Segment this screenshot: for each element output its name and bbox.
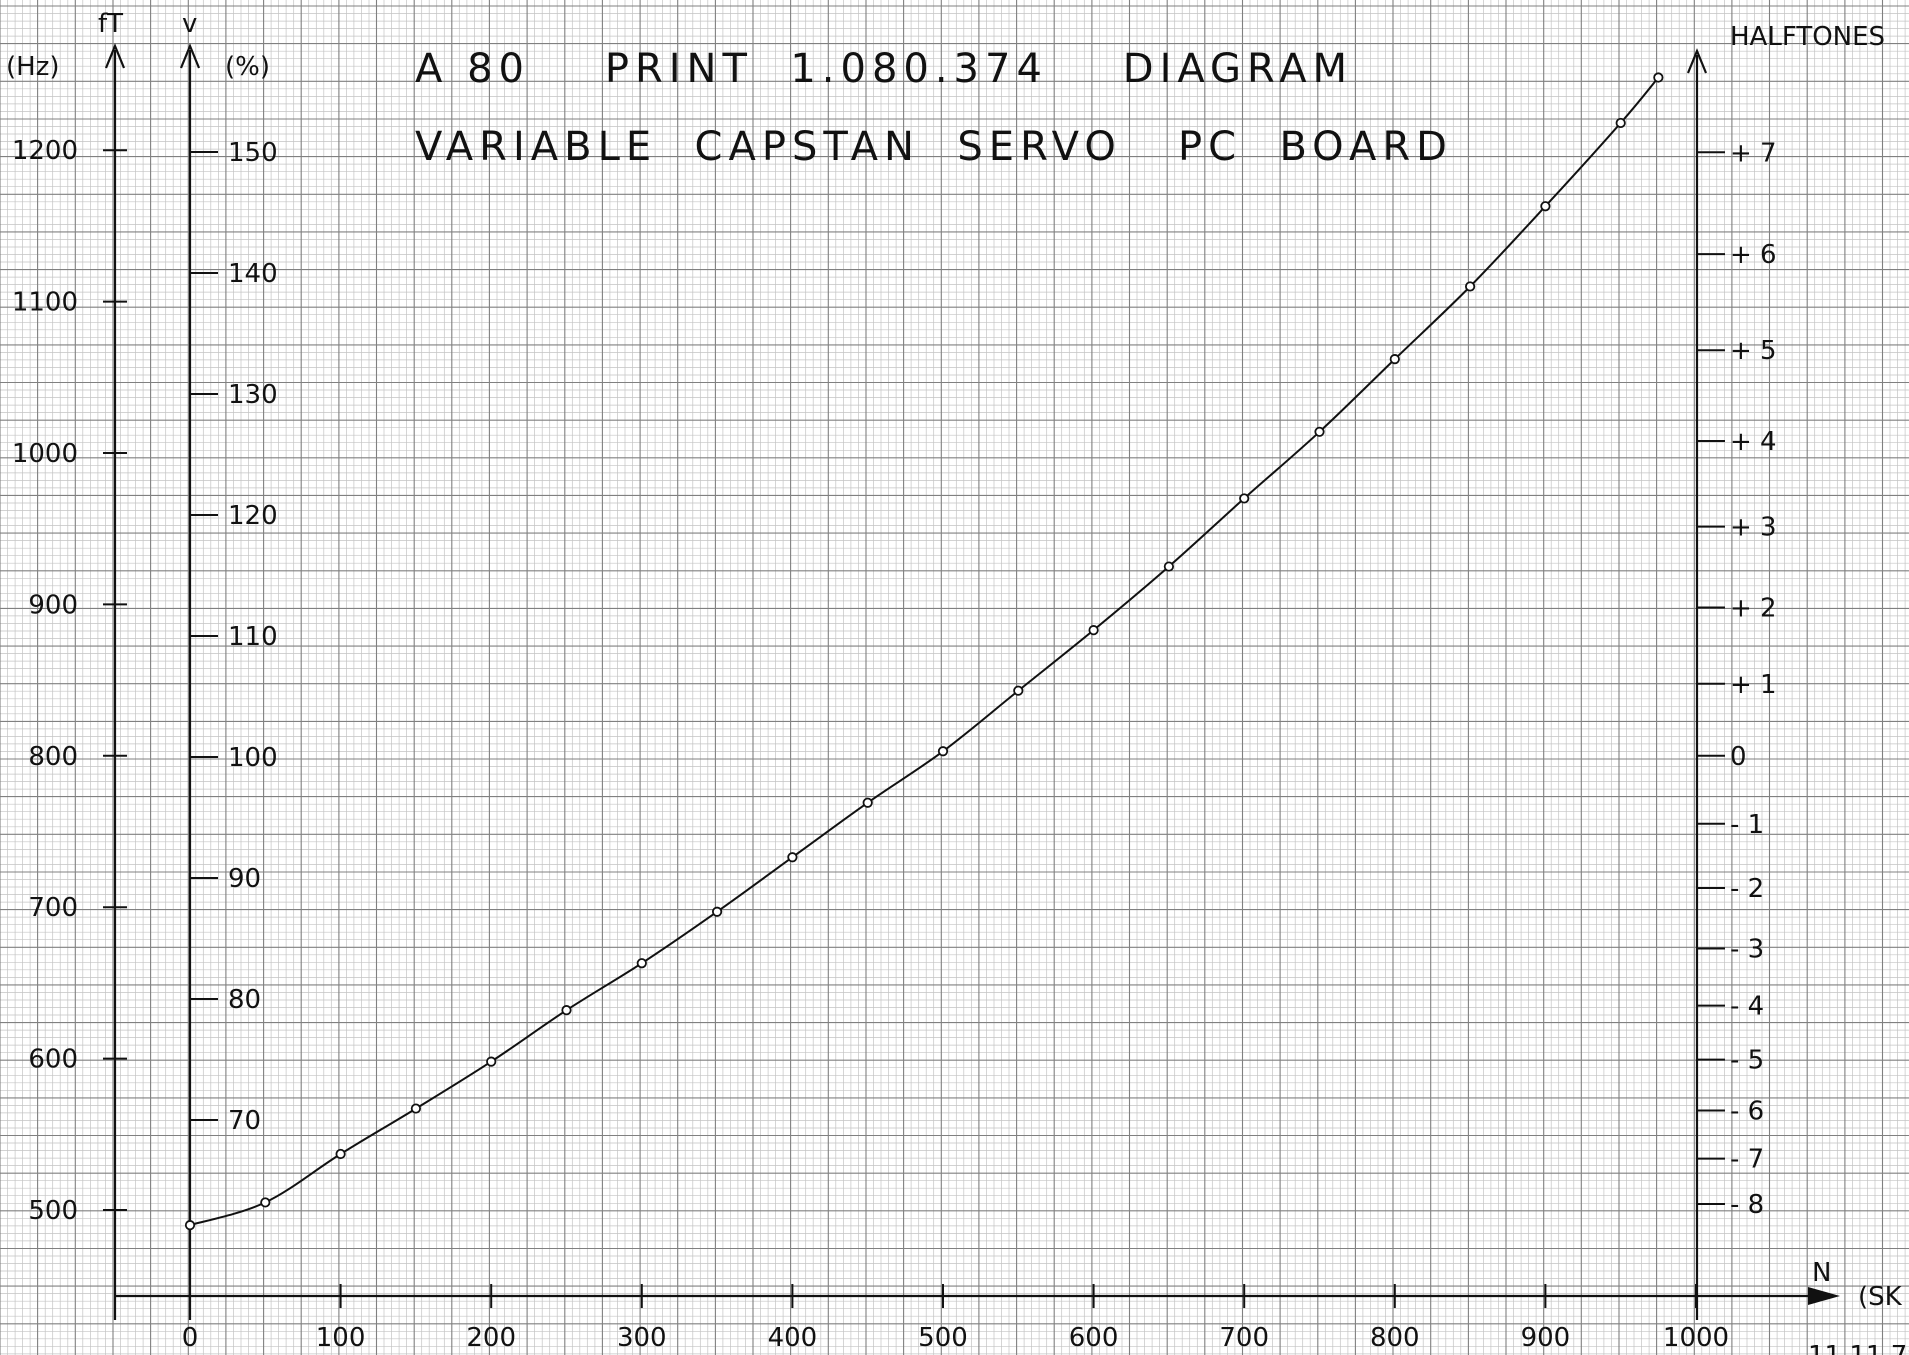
data-point [1615,117,1626,129]
x-tick-label: 500 [918,1323,968,1353]
x-tick-label: 200 [466,1323,516,1353]
freq-tick-label: 800 [28,742,78,772]
x-tick-label: 400 [768,1323,818,1353]
x-tick-label: 300 [617,1323,667,1353]
halftone-tick-label: + 6 [1730,240,1777,270]
data-point [1465,281,1476,292]
x-tick-label: 800 [1370,1323,1420,1353]
data-point [410,1103,421,1114]
x-axis-arrow [1808,1287,1840,1305]
freq-axis-arrow [104,43,126,69]
speed-axis-unit: (%) [225,52,270,82]
series-layer [184,72,1664,1231]
data-point [1163,561,1175,572]
halftone-tick-label: + 7 [1730,138,1777,168]
data-point [1653,72,1664,83]
series-line [189,76,1660,1227]
x-axis-unit: (SK [1858,1282,1903,1312]
x-tick-label: 0 [182,1323,199,1353]
x-tick-label: 700 [1219,1323,1269,1353]
halftone-tick-label: + 5 [1730,336,1777,366]
chart-title-line-1: A 80 PRINT 1.080.374 DIAGRAM [415,46,1353,92]
freq-axis-ticks: 500 600 700 800 900 1000 1100 1200 [12,136,127,1226]
freq-axis-unit: (Hz) [6,52,60,82]
freq-axis-symbol: fT [98,9,123,39]
data-point [1540,201,1551,212]
speed-tick-label: 100 [228,743,278,773]
halftone-tick-label: + 2 [1730,593,1777,623]
speed-axis-arrow [179,43,201,69]
chart-title-line-2: VARIABLE CAPSTAN SERVO PC BOARD [415,124,1453,170]
data-point [561,1005,572,1016]
halftone-tick-label: - 6 [1730,1097,1764,1127]
freq-tick-label: 1200 [12,136,78,166]
speed-axis-symbol: v [182,9,197,39]
data-point [184,1220,196,1231]
x-axis-symbol: N [1812,1258,1831,1288]
data-point [1389,354,1400,365]
speed-tick-label: 70 [228,1106,261,1136]
freq-tick-label: 600 [28,1045,78,1075]
data-point [1088,625,1099,636]
x-tick-label: 100 [316,1323,366,1353]
halftone-tick-label: + 1 [1730,670,1777,700]
freq-tick-label: 900 [28,590,78,620]
halftone-tick-label: 0 [1730,742,1747,772]
x-axis-ticks: 0 100 200 300 400 500 600 700 800 900 1000 [182,1284,1729,1353]
halftone-tick-label: - 1 [1730,810,1764,840]
date-stamp: 11.11.79 [1808,1341,1909,1355]
freq-tick-label: 1000 [12,439,78,469]
data-point [862,797,873,808]
axes [104,43,1840,1320]
data-point [711,906,723,917]
speed-tick-label: 120 [228,501,278,531]
speed-tick-label: 110 [228,622,278,652]
data-point [1314,426,1325,437]
x-tick-label: 900 [1521,1323,1571,1353]
data-point [636,958,647,969]
data-point [335,1148,346,1160]
halftone-tick-label: - 4 [1730,992,1764,1022]
data-point [1013,685,1024,696]
x-tick-label: 600 [1069,1323,1119,1353]
data-point [486,1056,497,1067]
speed-tick-label: 140 [228,259,278,289]
halftone-tick-label: + 4 [1730,427,1777,457]
speed-axis-ticks: 70 80 90 100 110 120 130 140 150 [190,138,278,1136]
halftone-tick-label: - 5 [1730,1046,1764,1076]
x-tick-label: 1000 [1663,1323,1729,1353]
data-point [260,1197,271,1208]
freq-tick-label: 500 [28,1196,78,1226]
halftone-tick-label: + 3 [1730,513,1777,543]
speed-tick-label: 80 [228,985,261,1015]
halftone-tick-label: - 8 [1730,1190,1764,1220]
freq-tick-label: 700 [28,893,78,923]
halftone-tick-label: - 7 [1730,1145,1764,1175]
data-point [937,746,949,757]
halftones-axis-ticks: - 8 - 7 - 6 - 5 - 4 - 3 - 2 - 1 0 + 1 + 2 + 3 + 4 + 5… [1697,138,1777,1220]
halftone-tick-label: - 2 [1730,874,1764,904]
data-point [1239,493,1250,504]
speed-tick-label: 90 [228,864,261,894]
speed-tick-label: 130 [228,380,278,410]
halftones-axis-arrow [1686,48,1708,74]
speed-tick-label: 150 [228,138,278,168]
halftone-tick-label: - 3 [1730,935,1764,965]
data-point [787,852,798,863]
halftones-axis-label: HALFTONES [1730,22,1885,52]
freq-tick-label: 1100 [12,288,78,318]
